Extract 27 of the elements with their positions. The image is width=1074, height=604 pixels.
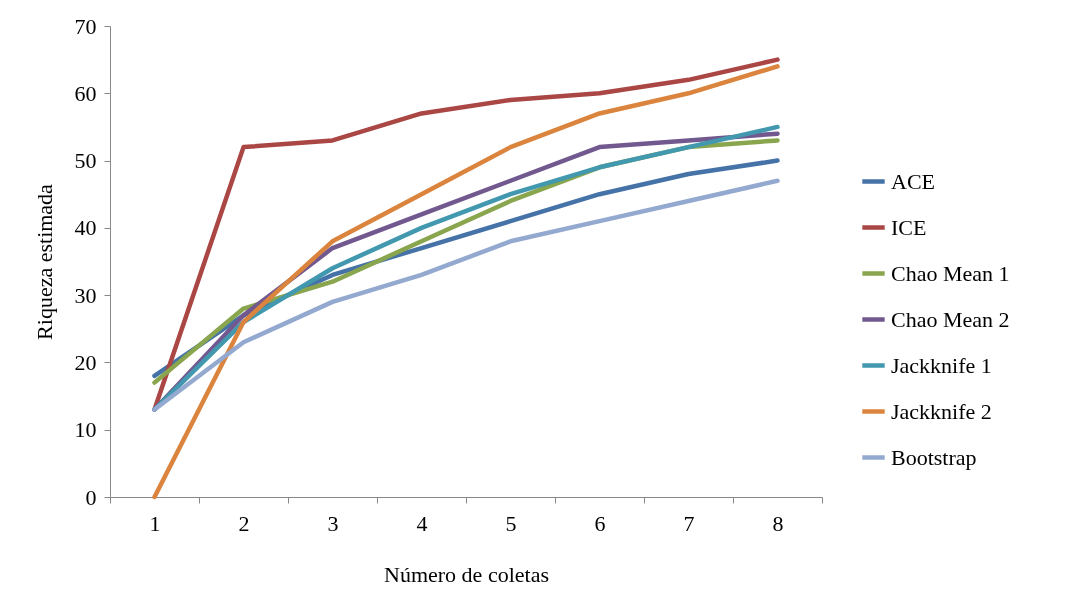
x-tick-label: 1	[149, 510, 161, 536]
line-series	[152, 64, 780, 500]
y-tick-label: 0	[85, 484, 97, 510]
legend-label: ICE	[891, 214, 927, 240]
x-tick-label: 4	[416, 510, 428, 536]
y-tick-label: 40	[74, 215, 97, 241]
y-tick-label: 70	[74, 13, 97, 39]
legend-label: Jackknife 1	[891, 352, 992, 378]
y-tick-label: 60	[74, 80, 97, 106]
y-tick-label: 30	[74, 282, 97, 308]
x-tick-label: 6	[594, 510, 606, 536]
legend-label: ACE	[891, 168, 935, 194]
x-tick-label: 2	[238, 510, 250, 536]
x-tick-label: 7	[683, 510, 695, 536]
y-tick-label: 20	[74, 349, 97, 375]
x-tick-label: 3	[327, 510, 339, 536]
y-tick-label: 50	[74, 148, 97, 174]
y-tick-label: 10	[74, 417, 97, 443]
legend-label: Chao Mean 2	[891, 306, 1010, 332]
legend-label: Chao Mean 1	[891, 260, 1010, 286]
x-axis-title: Número de coletas	[384, 561, 549, 587]
legend-label: Jackknife 2	[891, 398, 992, 424]
x-tick-label: 8	[772, 510, 784, 536]
legend-label: Bootstrap	[891, 444, 977, 470]
x-tick-label: 5	[505, 510, 517, 536]
y-axis-title: Riqueza estimada	[31, 183, 57, 340]
line-series	[152, 178, 780, 412]
